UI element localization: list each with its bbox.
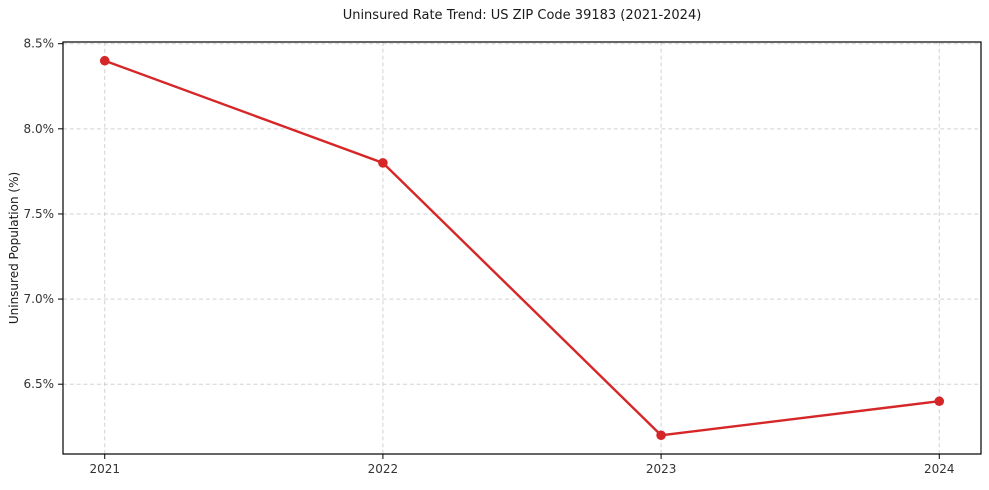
- data-point: [934, 396, 945, 407]
- y-tick-label: 6.5%: [24, 377, 55, 391]
- y-tick-label: 8.0%: [24, 122, 55, 136]
- x-tick-label: 2021: [89, 462, 120, 476]
- y-tick-label: 7.5%: [24, 207, 55, 221]
- trend-line: [103, 59, 941, 437]
- data-point: [378, 158, 388, 168]
- y-tick-label: 7.0%: [24, 292, 55, 306]
- chart-title: Uninsured Rate Trend: US ZIP Code 39183 …: [342, 8, 702, 23]
- data-point: [99, 55, 110, 66]
- x-tick-label: 2023: [646, 462, 677, 476]
- x-tick-label: 2022: [368, 462, 399, 476]
- x-tick-label: 2024: [924, 462, 955, 476]
- plot-border: [62, 41, 982, 455]
- y-tick-label: 8.5%: [24, 37, 55, 51]
- data-point: [656, 430, 666, 441]
